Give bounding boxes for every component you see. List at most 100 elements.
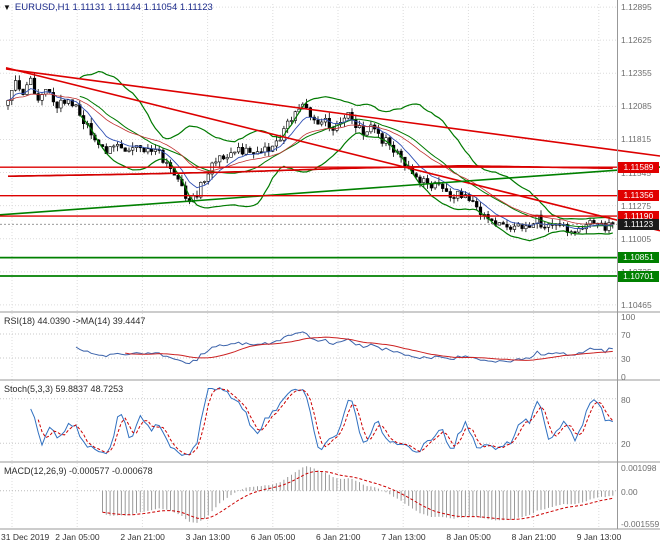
candle [116, 144, 120, 147]
candle [388, 137, 392, 146]
time-scale[interactable]: 31 Dec 2019 2 Jan 05:00 2 Jan 21:00 3 Jan 1… [0, 529, 660, 549]
time-tick-label: 9 Jan 13:00 [576, 532, 622, 542]
candle [248, 147, 252, 153]
candle [448, 191, 452, 198]
candle [335, 123, 339, 131]
price-tick-label: 1.11815 [621, 134, 652, 145]
candle [543, 226, 547, 229]
candle [357, 125, 362, 128]
candle [51, 92, 55, 103]
candle [267, 146, 271, 152]
candle [17, 80, 21, 90]
time-tick-label: 2 Jan 21:00 [120, 532, 165, 542]
candle [573, 231, 577, 233]
price-scale[interactable]: 1.12895 1.12625 1.12355 1.12085 1.11815 1.115… [617, 0, 660, 529]
support-price-label: 1.10851 [618, 252, 659, 264]
rsi-ma-line [125, 336, 613, 361]
candle [142, 147, 146, 153]
bollinger-band-line [79, 114, 613, 242]
indicator-scale-label: 0.00 [621, 486, 638, 497]
bollinger-band-line [79, 70, 614, 220]
candle [603, 222, 607, 231]
trendline [5, 68, 660, 157]
candle [21, 88, 25, 95]
indicator-scale-label: 80 [621, 394, 631, 405]
time-tick-label: 7 Jan 13:00 [381, 532, 426, 542]
time-tick-label: 8 Jan 21:00 [511, 532, 557, 542]
candle [203, 181, 207, 183]
time-tick-label: 6 Jan 05:00 [250, 532, 296, 542]
stoch-signal-line [37, 388, 614, 456]
macd-histogram [102, 466, 614, 523]
candle [354, 119, 358, 129]
stoch-main-line [30, 386, 613, 456]
candle [127, 149, 131, 152]
time-tick-label: 8 Jan 05:00 [446, 532, 491, 542]
candle [40, 93, 44, 101]
candle [153, 149, 158, 152]
candle [59, 99, 63, 109]
chart-title: EURUSD,H1 1.11131 1.11144 1.11054 1.1112… [14, 2, 213, 13]
fast-ma-red [7, 93, 613, 225]
indicator-scale-label: 20 [621, 439, 631, 450]
indicator-scale-label: 100 [621, 312, 636, 322]
candle [365, 131, 369, 136]
candle [369, 124, 373, 133]
candle [29, 77, 33, 85]
rsi-indicator-label: RSI(18) 44.0390 ->MA(14) 39.4447 [4, 316, 146, 326]
candle [25, 84, 29, 95]
candle [131, 147, 135, 151]
price-tick-label: 1.12895 [621, 2, 652, 13]
time-tick-label: 3 Jan 13:00 [185, 532, 231, 542]
candle [467, 194, 471, 201]
candle [414, 173, 418, 178]
candle [14, 80, 18, 91]
indicator-scale-label: 70 [621, 330, 631, 340]
candle [516, 223, 520, 227]
candle [210, 162, 214, 175]
candle [161, 149, 165, 163]
candle [214, 161, 218, 164]
candle [10, 90, 14, 101]
price-tick-label: 1.11275 [621, 200, 652, 211]
macd-signal-line [102, 470, 613, 520]
support-price-label: 1.10701 [618, 270, 659, 282]
candle [475, 201, 479, 208]
candle [123, 147, 127, 152]
candle [452, 197, 456, 199]
candle [441, 183, 445, 189]
candle [206, 173, 210, 182]
current-price-label: 1.11123 [618, 218, 659, 230]
price-tick-label: 1.12625 [621, 35, 652, 46]
candle [607, 222, 611, 231]
candle [422, 178, 426, 183]
candle [588, 220, 592, 225]
candle [274, 140, 279, 147]
time-tick-label: 2 Jan 05:00 [55, 532, 100, 542]
time-tick-label: 31 Dec 2019 [1, 532, 50, 542]
candle [66, 99, 71, 104]
chart-menu-icon[interactable]: ▼ [3, 2, 11, 12]
candle [592, 220, 596, 224]
chart-title-bar: ▼ EURUSD,H1 1.11131 1.11144 1.11054 1.11… [3, 2, 213, 13]
candle [327, 118, 331, 128]
resistance-price-label: 1.11589 [618, 161, 659, 173]
trendline [5, 66, 660, 232]
candle [112, 145, 116, 148]
resistance-price-label: 1.11190 [618, 210, 659, 222]
candle [218, 155, 222, 163]
candle [471, 200, 475, 202]
candle [225, 157, 229, 160]
candle [165, 162, 169, 164]
candle [146, 148, 150, 153]
candle [497, 222, 502, 226]
candle [199, 182, 203, 198]
candle [259, 151, 263, 153]
candle [527, 225, 532, 228]
candle [32, 77, 37, 94]
candle [361, 125, 365, 136]
candle [289, 120, 294, 122]
